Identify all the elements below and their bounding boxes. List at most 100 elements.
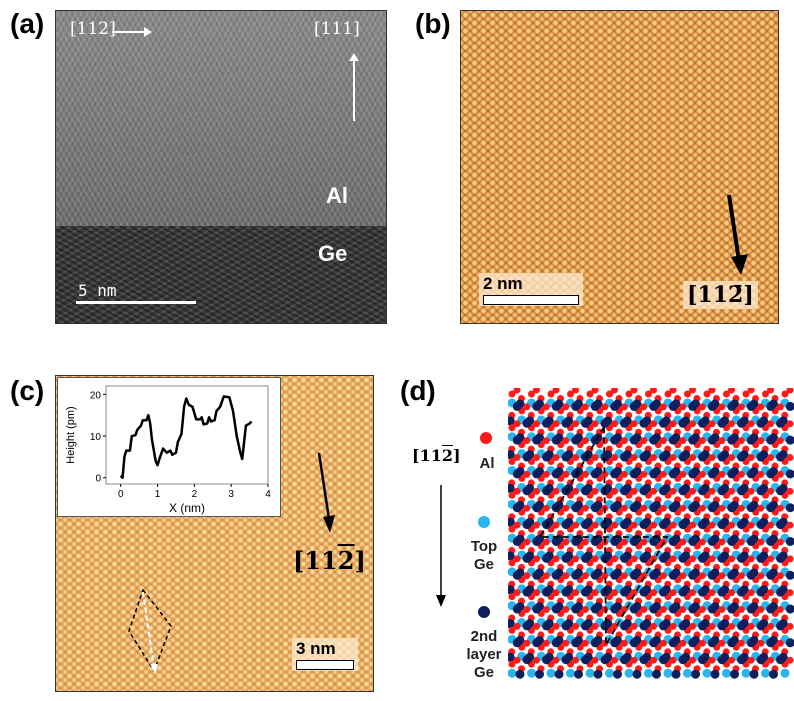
al-atom — [562, 504, 570, 512]
second-layer-ge-atom — [600, 520, 610, 530]
al-atom — [581, 504, 589, 512]
arrow-up-icon — [349, 53, 359, 121]
height-profile-inset: 0 1 2 3 4 0 10 20 X (nm) Height (pm) — [57, 377, 281, 517]
al-atom — [650, 420, 657, 428]
second-layer-ge-atom — [746, 604, 756, 614]
second-layer-ge-atom — [649, 401, 659, 411]
second-layer-ge-atom — [600, 621, 610, 631]
al-atom — [718, 639, 726, 647]
al-atom — [572, 420, 579, 428]
al-atom — [698, 437, 706, 445]
al-atom — [718, 606, 726, 614]
second-layer-ge-atom — [629, 570, 639, 580]
second-layer-ge-atom — [600, 655, 610, 665]
second-layer-ge-atom — [581, 486, 590, 496]
al-atom — [757, 572, 765, 580]
al-atom — [708, 487, 716, 495]
second-layer-ge-atom — [522, 486, 532, 496]
second-layer-ge-atom — [717, 418, 727, 428]
al-atom — [718, 504, 726, 512]
al-atom — [611, 521, 618, 529]
al-atom — [640, 470, 648, 478]
al-atom — [601, 403, 609, 411]
second-layer-ge-atom — [561, 452, 571, 462]
al-atom — [747, 388, 755, 394]
panel-b-label: (b) — [415, 8, 451, 39]
al-atom — [679, 437, 687, 445]
top-ge-atom — [702, 668, 712, 678]
al-atom — [747, 656, 755, 664]
second-layer-ge-atom — [737, 520, 746, 530]
al-atom — [776, 470, 784, 478]
second-layer-ge-atom — [551, 469, 561, 479]
al-atom — [591, 454, 599, 462]
al-atom — [640, 403, 648, 411]
al-atom — [645, 390, 652, 398]
al-atom — [508, 424, 516, 432]
al-atom — [742, 390, 750, 398]
second-layer-ge-atom — [629, 536, 639, 546]
second-layer-ge-atom — [688, 638, 698, 648]
al-atom — [669, 487, 677, 495]
second-layer-ge-atom — [571, 604, 581, 614]
second-layer-ge-atom — [737, 587, 746, 597]
al-atom — [698, 504, 706, 512]
scale-box: 2 nm — [479, 273, 583, 306]
al-atom — [659, 572, 667, 580]
second-layer-ge-atom — [571, 435, 581, 445]
al-atom — [728, 622, 735, 630]
second-layer-ge-atom — [785, 638, 794, 648]
al-atom — [786, 656, 794, 664]
al-atom — [523, 639, 531, 647]
second-layer-ge-atom — [613, 669, 622, 679]
al-atom — [552, 454, 560, 462]
second-layer-ge-atom — [522, 452, 532, 462]
scale-label: 3 nm — [296, 639, 336, 658]
second-layer-ge-atom — [668, 401, 678, 411]
al-atom — [640, 538, 648, 546]
second-layer-ge-atom — [532, 401, 542, 411]
al-atom — [620, 470, 628, 478]
second-layer-ge-atom — [590, 604, 600, 614]
second-layer-ge-atom — [551, 536, 561, 546]
second-layer-ge-atom — [707, 604, 717, 614]
al-atom — [611, 487, 618, 495]
al-atom — [708, 589, 716, 597]
second-layer-ge-atom — [659, 486, 668, 496]
al-atom — [581, 437, 589, 445]
al-atom — [640, 606, 648, 614]
al-atom — [620, 606, 628, 614]
al-atom — [572, 454, 579, 462]
al-atom — [698, 606, 706, 614]
second-layer-ge-atom — [671, 669, 681, 679]
second-layer-ge-legend-label: 2nd layer Ge — [466, 628, 502, 681]
second-layer-ge-atom — [668, 570, 678, 580]
al-atom — [591, 555, 599, 563]
al-atom — [533, 454, 540, 462]
top-ge-atom — [566, 668, 575, 678]
second-layer-ge-atom — [542, 418, 551, 428]
al-atom — [689, 487, 696, 495]
al-atom — [542, 504, 550, 512]
al-atom — [620, 538, 628, 546]
second-layer-ge-atom — [659, 621, 668, 631]
second-layer-ge-atom — [727, 570, 737, 580]
second-layer-ge-atom — [785, 604, 794, 614]
al-atom — [542, 572, 550, 580]
second-layer-ge-atom — [678, 587, 688, 597]
al-atom — [747, 487, 755, 495]
al-atom — [757, 403, 765, 411]
al-atom — [698, 403, 706, 411]
al-atom — [542, 639, 550, 647]
second-layer-ge-atom — [610, 604, 620, 614]
al-atom — [528, 390, 535, 398]
second-layer-ge-atom — [620, 452, 629, 462]
second-layer-ge-atom — [707, 401, 717, 411]
second-layer-ge-atom — [542, 587, 551, 597]
al-atom — [786, 388, 794, 394]
al-atom — [513, 555, 521, 563]
second-layer-ge-atom — [532, 638, 542, 648]
second-layer-ge-atom — [785, 503, 794, 513]
al-atom — [776, 572, 784, 580]
al-atom — [508, 660, 516, 668]
